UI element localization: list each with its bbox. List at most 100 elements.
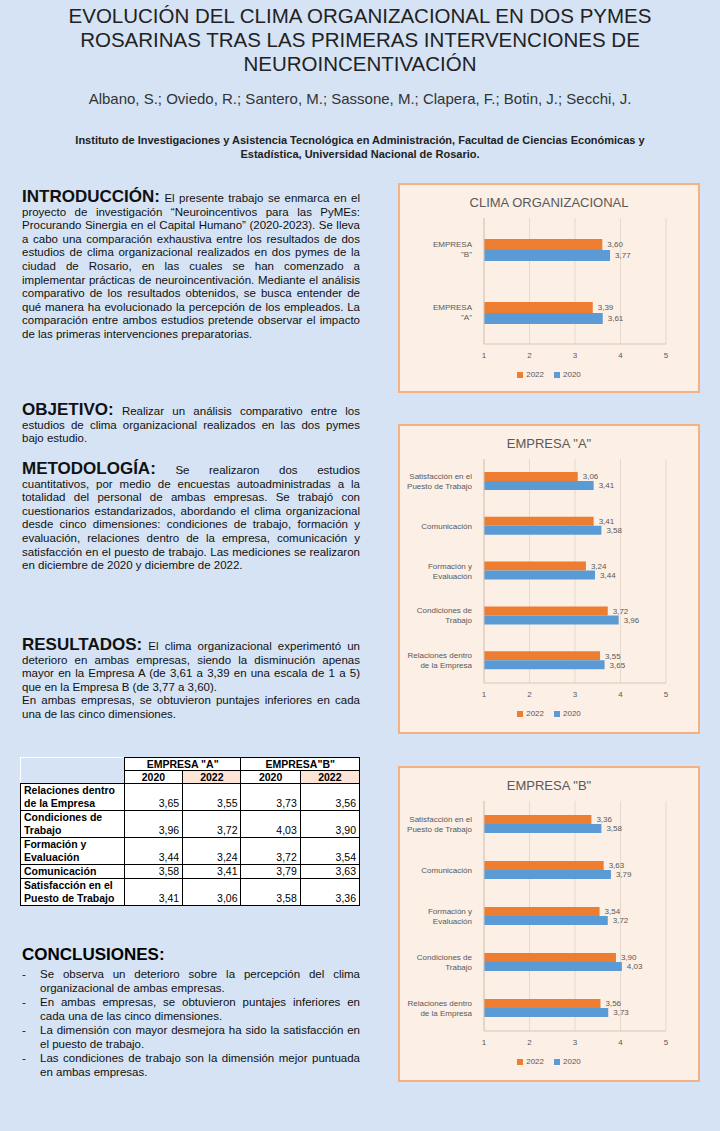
svg-text:3,77: 3,77 bbox=[615, 251, 631, 260]
html-text:3,90: 3,90 bbox=[335, 824, 356, 836]
svg-text:3,63: 3,63 bbox=[609, 861, 625, 870]
svg-text:3,72: 3,72 bbox=[613, 916, 629, 925]
html-text:3,72: 3,72 bbox=[276, 851, 297, 863]
html-text:3,41: 3,41 bbox=[158, 892, 180, 904]
html-text:3,63: 3,63 bbox=[335, 865, 356, 877]
svg-text:4: 4 bbox=[618, 690, 623, 699]
svg-text:3: 3 bbox=[573, 1038, 578, 1047]
svg-text:2: 2 bbox=[527, 1038, 532, 1047]
svg-text:Comunicación: Comunicación bbox=[421, 522, 472, 531]
html-text:Las condiciones de trabajo son: Las condiciones de trabajo son la dimens… bbox=[40, 1052, 360, 1078]
svg-text:3,65: 3,65 bbox=[610, 661, 626, 670]
svg-text:Formación yEvaluación: Formación yEvaluación bbox=[428, 562, 472, 581]
svg-text:5: 5 bbox=[664, 351, 669, 360]
html-text:Satisfacción en el Puesto de T: Satisfacción en el Puesto de Trabajo bbox=[24, 879, 115, 904]
html-text:3,58: 3,58 bbox=[276, 892, 297, 904]
svg-text:Relaciones dentrode la Empresa: Relaciones dentrode la Empresa bbox=[408, 999, 473, 1018]
html-text:Instituto de Investigaciones y: Instituto de Investigaciones y Asistenci… bbox=[75, 134, 645, 160]
svg-text:1: 1 bbox=[482, 351, 487, 360]
html-text:La dimensión con mayor desmejo: La dimensión con mayor desmejora ha sido… bbox=[40, 1024, 360, 1050]
svg-text:3,90: 3,90 bbox=[621, 953, 637, 962]
html-text:Condiciones de Trabajo: Condiciones de Trabajo bbox=[24, 811, 103, 836]
html-text:Formación y Evaluación: Formación y Evaluación bbox=[24, 838, 87, 863]
html-text:OBJETIVO:: OBJETIVO: bbox=[22, 400, 114, 419]
svg-text:Formación yEvaluación: Formación yEvaluación bbox=[428, 907, 472, 926]
html-text:EMPRESA "A": EMPRESA "A" bbox=[146, 758, 219, 770]
html-text:RESULTADOS: El clima organizac: RESULTADOS: El clima organizacional expe… bbox=[22, 635, 360, 693]
svg-text:2: 2 bbox=[527, 351, 532, 360]
html-text:INTRODUCCIÓN: El presente trab: INTRODUCCIÓN: El presente trabajo se enm… bbox=[22, 187, 360, 340]
html-text:CONCLUSIONES:: CONCLUSIONES: bbox=[22, 945, 165, 964]
svg-text:3,39: 3,39 bbox=[598, 303, 614, 312]
svg-text:1: 1 bbox=[482, 690, 487, 699]
svg-text:Relaciones dentrode la Empresa: Relaciones dentrode la Empresa bbox=[408, 651, 473, 670]
html-text:3,44: 3,44 bbox=[158, 851, 180, 863]
html-text:Comunicación: Comunicación bbox=[24, 865, 97, 877]
svg-text:EMPRESA"B": EMPRESA"B" bbox=[433, 240, 473, 259]
html-text:Realizar un análisis comparati: Realizar un análisis comparativo entre l… bbox=[22, 405, 360, 445]
svg-text:3,41: 3,41 bbox=[599, 517, 615, 526]
html-text:Albano, S.; Oviedo, R.; Santer: Albano, S.; Oviedo, R.; Santero, M.; Sas… bbox=[88, 90, 632, 107]
html-text:3,24: 3,24 bbox=[217, 851, 238, 863]
html-text:3,72: 3,72 bbox=[217, 824, 238, 836]
html-text:EMPRESA"B": EMPRESA"B" bbox=[265, 758, 335, 770]
html-text:EVOLUCIÓN DEL CLIMA ORGANIZACI: EVOLUCIÓN DEL CLIMA ORGANIZACIONAL EN DO… bbox=[68, 4, 652, 75]
svg-text:3,06: 3,06 bbox=[583, 472, 599, 481]
svg-text:3,44: 3,44 bbox=[600, 571, 616, 580]
svg-text:Satisfacción en elPuesto de Tr: Satisfacción en elPuesto de Trabajo bbox=[407, 472, 472, 491]
svg-text:3,79: 3,79 bbox=[616, 870, 632, 879]
svg-text:3,41: 3,41 bbox=[599, 481, 615, 490]
svg-text:Comunicación: Comunicación bbox=[421, 866, 472, 875]
html-text:2020: 2020 bbox=[258, 771, 283, 783]
svg-text:2: 2 bbox=[527, 690, 532, 699]
svg-text:3,96: 3,96 bbox=[624, 616, 640, 625]
html-text:3,36: 3,36 bbox=[335, 892, 356, 904]
svg-text:Condiciones deTrabajo: Condiciones deTrabajo bbox=[417, 953, 473, 972]
svg-text:3,36: 3,36 bbox=[596, 815, 612, 824]
svg-text:5: 5 bbox=[664, 690, 669, 699]
html-text:EMPRESA "B": EMPRESA "B" bbox=[506, 778, 592, 793]
html-text:2022: 2022 bbox=[318, 771, 342, 783]
html-text:3,41: 3,41 bbox=[217, 865, 238, 877]
html-text:3,58: 3,58 bbox=[158, 865, 180, 877]
html-text:3,79: 3,79 bbox=[276, 865, 297, 877]
html-text:En ambas empresas, se obtuvier: En ambas empresas, se obtuvieron puntaje… bbox=[22, 694, 360, 720]
html-text:2022: 2022 bbox=[200, 771, 224, 783]
html-text:CLIMA ORGANIZACIONAL: CLIMA ORGANIZACIONAL bbox=[469, 195, 629, 210]
svg-text:EMPRESA"A": EMPRESA"A" bbox=[433, 303, 473, 322]
svg-text:3,58: 3,58 bbox=[606, 824, 622, 833]
html-text:METODOLOGÍA:: METODOLOGÍA: bbox=[22, 459, 156, 478]
html-text:4,03: 4,03 bbox=[276, 824, 297, 836]
svg-text:3,56: 3,56 bbox=[605, 999, 621, 1008]
html-text:3,96: 3,96 bbox=[158, 824, 180, 836]
svg-text:3,73: 3,73 bbox=[613, 1008, 629, 1017]
svg-text:3,72: 3,72 bbox=[613, 607, 629, 616]
svg-text:3: 3 bbox=[573, 690, 578, 699]
svg-text:3,61: 3,61 bbox=[608, 314, 624, 323]
svg-text:3,54: 3,54 bbox=[605, 907, 621, 916]
html-text:Relaciones dentro de la Empres: Relaciones dentro de la Empresa bbox=[24, 784, 115, 809]
svg-text:5: 5 bbox=[664, 1038, 669, 1047]
html-text:En ambas empresas, se obtuvier: En ambas empresas, se obtuvieron puntaje… bbox=[40, 996, 360, 1022]
html-text:3,55: 3,55 bbox=[217, 797, 238, 809]
svg-text:Condiciones deTrabajo: Condiciones deTrabajo bbox=[417, 606, 473, 625]
html-text:Se realizaron dos estudios cua: Se realizaron dos estudios cuantitativos… bbox=[22, 464, 360, 572]
svg-text:3,24: 3,24 bbox=[591, 562, 607, 571]
html-text:EMPRESA "A": EMPRESA "A" bbox=[506, 436, 592, 451]
svg-text:3,55: 3,55 bbox=[605, 652, 621, 661]
html-text:3,73: 3,73 bbox=[276, 797, 297, 809]
svg-text:4: 4 bbox=[618, 351, 623, 360]
html-text:3,56: 3,56 bbox=[335, 797, 356, 809]
svg-text:4,03: 4,03 bbox=[627, 962, 643, 971]
svg-text:1: 1 bbox=[482, 1038, 487, 1047]
svg-text:Satisfacción en elPuesto de Tr: Satisfacción en elPuesto de Trabajo bbox=[407, 815, 472, 834]
html-text:3,54: 3,54 bbox=[335, 851, 356, 863]
html-text:Se observa un deterioro sobre: Se observa un deterioro sobre la percepc… bbox=[40, 968, 360, 994]
svg-text:3,60: 3,60 bbox=[607, 240, 623, 249]
svg-text:3: 3 bbox=[573, 351, 578, 360]
html-text:2020: 2020 bbox=[141, 771, 166, 783]
html-text:3,65: 3,65 bbox=[158, 797, 180, 809]
svg-text:3,58: 3,58 bbox=[606, 526, 622, 535]
svg-text:4: 4 bbox=[618, 1038, 623, 1047]
html-text:3,06: 3,06 bbox=[217, 892, 238, 904]
